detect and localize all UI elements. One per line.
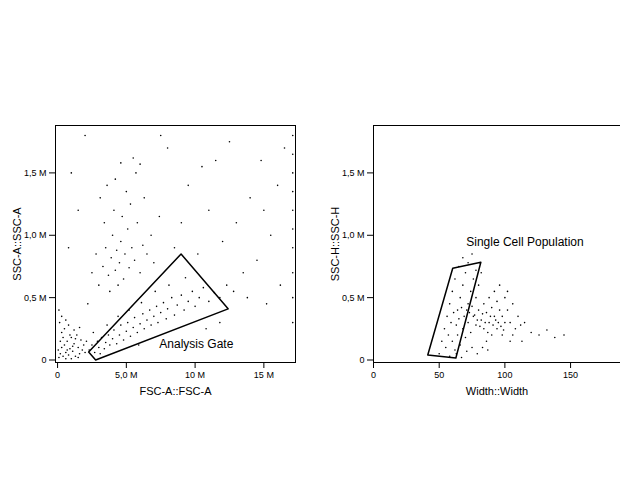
svg-text:FSC-A::FSC-A: FSC-A::FSC-A xyxy=(139,385,212,397)
svg-text:10 M: 10 M xyxy=(185,370,205,380)
svg-text:Analysis Gate: Analysis Gate xyxy=(159,337,233,351)
svg-text:1,0 M: 1,0 M xyxy=(24,230,47,240)
svg-text:SSC-H::SSC-H: SSC-H::SSC-H xyxy=(329,207,341,282)
svg-text:Single Cell Population: Single Cell Population xyxy=(466,235,583,249)
svg-text:5,0 M: 5,0 M xyxy=(115,370,138,380)
svg-text:1,0 M: 1,0 M xyxy=(342,230,365,240)
svg-text:1,5 M: 1,5 M xyxy=(342,168,365,178)
svg-text:0: 0 xyxy=(55,370,60,380)
svg-text:SSC-A::SSC-A: SSC-A::SSC-A xyxy=(11,207,23,281)
svg-text:1,5 M: 1,5 M xyxy=(24,168,47,178)
svg-text:0,5 M: 0,5 M xyxy=(342,293,365,303)
svg-text:15 M: 15 M xyxy=(254,370,274,380)
svg-text:Width::Width: Width::Width xyxy=(466,385,528,397)
svg-text:50: 50 xyxy=(434,370,444,380)
svg-text:0: 0 xyxy=(371,370,376,380)
svg-text:150: 150 xyxy=(563,370,578,380)
svg-text:0,5 M: 0,5 M xyxy=(24,293,47,303)
svg-text:100: 100 xyxy=(497,370,512,380)
svg-text:0: 0 xyxy=(41,355,46,365)
svg-text:0: 0 xyxy=(359,355,364,365)
